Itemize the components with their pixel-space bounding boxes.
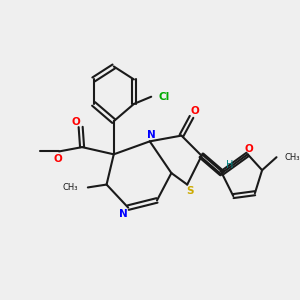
Text: CH₃: CH₃ — [62, 183, 78, 192]
Text: O: O — [53, 154, 62, 164]
Text: N: N — [147, 130, 156, 140]
Text: O: O — [245, 144, 254, 154]
Text: O: O — [72, 117, 81, 127]
Text: S: S — [186, 186, 194, 196]
Text: O: O — [190, 106, 199, 116]
Text: N: N — [119, 209, 128, 219]
Text: Cl: Cl — [158, 92, 170, 102]
Text: CH₃: CH₃ — [285, 153, 300, 162]
Text: H: H — [226, 160, 233, 170]
